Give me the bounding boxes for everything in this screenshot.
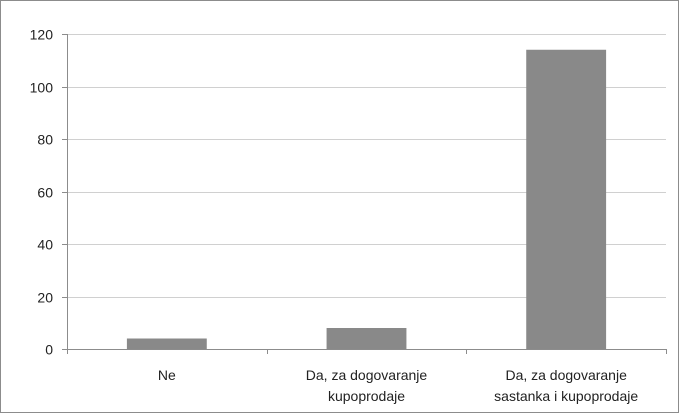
y-tick-label: 20 (37, 290, 53, 306)
y-tick-label: 60 (37, 185, 53, 201)
bars (126, 49, 607, 349)
bar (526, 49, 607, 349)
bar (326, 328, 407, 349)
x-tick-label: kupoprodaje (328, 388, 405, 404)
x-tick-label: Da, za dogovaranje (505, 367, 627, 383)
y-tick-label: 100 (30, 80, 54, 96)
bar (126, 338, 207, 349)
x-tick-label: Da, za dogovaranje (306, 367, 428, 383)
labels: 0 20 40 60 80 100 120 Ne Da, za dogovaranje kupop… (30, 27, 639, 405)
x-tick-label: sastanka i kupoprodaje (494, 388, 638, 404)
y-tick-label: 120 (30, 27, 54, 43)
y-tick-label: 0 (45, 342, 53, 358)
y-tick-label: 80 (37, 132, 53, 148)
x-tick-label: Ne (158, 367, 176, 383)
y-tick-label: 40 (37, 237, 53, 253)
axes (62, 34, 667, 354)
